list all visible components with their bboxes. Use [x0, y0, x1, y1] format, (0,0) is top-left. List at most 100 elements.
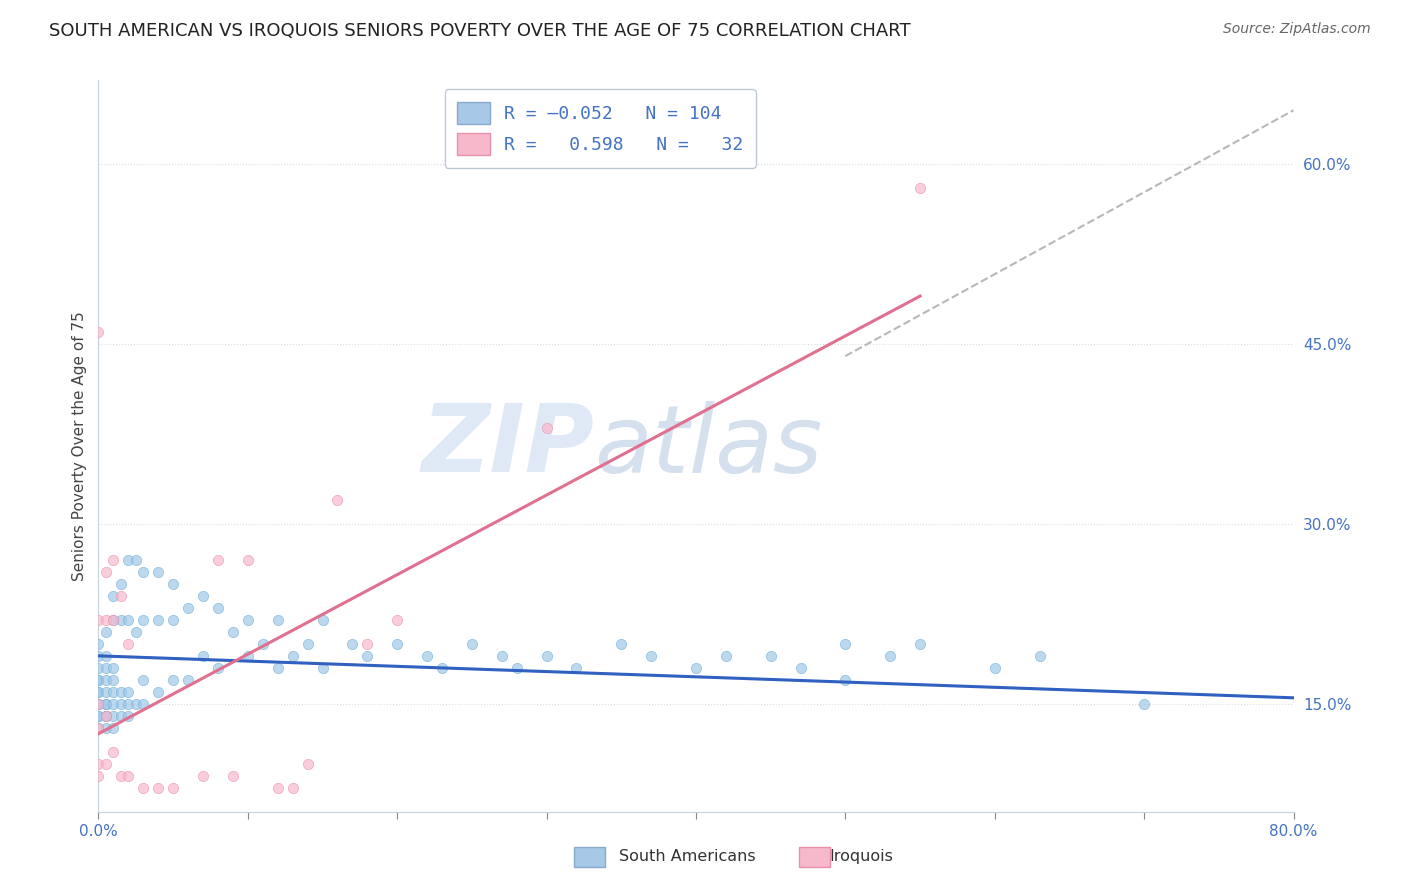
- Point: [1133, 697, 1156, 711]
- Point: [87, 697, 110, 711]
- Point: [94, 648, 117, 663]
- Point: [610, 637, 633, 651]
- Point: [385, 637, 409, 651]
- Point: [110, 769, 132, 783]
- Point: [879, 648, 901, 663]
- Point: [117, 613, 139, 627]
- Point: [356, 648, 378, 663]
- Point: [536, 648, 558, 663]
- Point: [94, 613, 117, 627]
- Point: [125, 697, 148, 711]
- Point: [103, 613, 125, 627]
- Text: SOUTH AMERICAN VS IROQUOIS SENIORS POVERTY OVER THE AGE OF 75 CORRELATION CHART: SOUTH AMERICAN VS IROQUOIS SENIORS POVER…: [49, 22, 911, 40]
- Point: [461, 637, 484, 651]
- Point: [103, 708, 125, 723]
- Point: [94, 565, 117, 579]
- Point: [132, 613, 155, 627]
- Point: [110, 589, 132, 603]
- Point: [222, 624, 245, 639]
- Point: [506, 661, 529, 675]
- Point: [267, 780, 290, 795]
- Point: [191, 589, 214, 603]
- Point: [207, 600, 229, 615]
- Point: [207, 661, 229, 675]
- Point: [103, 661, 125, 675]
- Point: [385, 613, 409, 627]
- Point: [207, 553, 229, 567]
- Point: [191, 648, 214, 663]
- Point: [94, 708, 117, 723]
- Point: [252, 637, 274, 651]
- Point: [94, 624, 117, 639]
- Point: [1028, 648, 1050, 663]
- Point: [267, 613, 290, 627]
- Point: [148, 780, 170, 795]
- Text: atlas: atlas: [595, 401, 823, 491]
- Point: [491, 648, 513, 663]
- Y-axis label: Seniors Poverty Over the Age of 75: Seniors Poverty Over the Age of 75: [72, 311, 87, 581]
- Point: [125, 624, 148, 639]
- Point: [110, 708, 132, 723]
- Point: [236, 648, 259, 663]
- Point: [908, 637, 931, 651]
- Point: [148, 565, 170, 579]
- Legend: R = –0.052   N = 104, R =   0.598   N =   32: R = –0.052 N = 104, R = 0.598 N = 32: [444, 89, 756, 168]
- Point: [177, 673, 200, 687]
- Point: [103, 697, 125, 711]
- Point: [94, 673, 117, 687]
- Point: [430, 661, 453, 675]
- Point: [103, 589, 125, 603]
- Point: [94, 708, 117, 723]
- Text: South Americans: South Americans: [619, 849, 755, 863]
- Point: [103, 721, 125, 735]
- Point: [87, 769, 110, 783]
- Point: [94, 697, 117, 711]
- Point: [685, 661, 707, 675]
- Point: [94, 708, 117, 723]
- Point: [162, 613, 184, 627]
- Point: [222, 769, 245, 783]
- Point: [94, 661, 117, 675]
- Point: [87, 685, 110, 699]
- Point: [759, 648, 782, 663]
- Point: [110, 685, 132, 699]
- Point: [565, 661, 588, 675]
- Point: [132, 780, 155, 795]
- Text: Source: ZipAtlas.com: Source: ZipAtlas.com: [1223, 22, 1371, 37]
- Point: [117, 769, 139, 783]
- Point: [297, 637, 319, 651]
- Point: [117, 697, 139, 711]
- Point: [94, 685, 117, 699]
- Point: [117, 637, 139, 651]
- Point: [117, 553, 139, 567]
- Point: [326, 492, 349, 507]
- Point: [103, 613, 125, 627]
- Text: ZIP: ZIP: [422, 400, 595, 492]
- Point: [132, 565, 155, 579]
- Point: [94, 721, 117, 735]
- Point: [297, 756, 319, 771]
- Point: [162, 780, 184, 795]
- Point: [103, 673, 125, 687]
- Point: [103, 553, 125, 567]
- Point: [87, 673, 110, 687]
- Point: [87, 721, 110, 735]
- Point: [311, 613, 333, 627]
- Point: [148, 685, 170, 699]
- Point: [125, 553, 148, 567]
- Point: [87, 613, 110, 627]
- Point: [103, 685, 125, 699]
- Point: [87, 637, 110, 651]
- Point: [281, 648, 304, 663]
- Point: [87, 708, 110, 723]
- Point: [94, 756, 117, 771]
- Point: [640, 648, 662, 663]
- Point: [87, 673, 110, 687]
- Point: [162, 577, 184, 591]
- Point: [148, 613, 170, 627]
- Point: [834, 637, 856, 651]
- Point: [132, 697, 155, 711]
- Point: [834, 673, 856, 687]
- Point: [267, 661, 290, 675]
- Point: [311, 661, 333, 675]
